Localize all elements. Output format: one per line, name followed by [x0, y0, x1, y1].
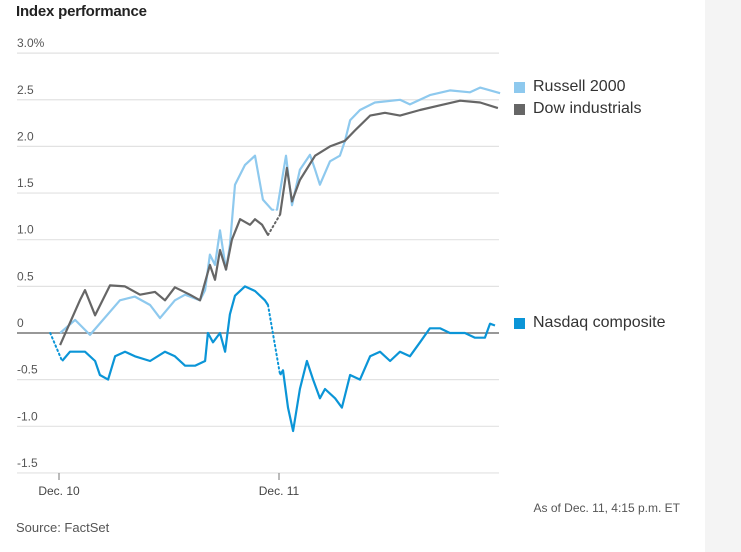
y-tick-label: 0.5 — [17, 269, 34, 283]
series-line-russell — [59, 154, 273, 336]
source-note: Source: FactSet — [16, 520, 110, 535]
y-tick-label: 0 — [17, 316, 24, 330]
series-line-dow — [59, 218, 269, 346]
x-tick-label: Dec. 10 — [38, 484, 80, 498]
y-tick-label: 1.0 — [17, 223, 34, 237]
legend-item-dow: Dow industrials — [514, 100, 641, 118]
series-line-russell — [275, 86, 501, 210]
legend-item-nasdaq: Nasdaq composite — [514, 314, 666, 332]
legend-swatch-russell — [514, 81, 525, 93]
chart-title: Index performance — [16, 3, 147, 20]
legend-swatch-nasdaq — [514, 317, 525, 329]
legend-label: Nasdaq composite — [533, 314, 666, 331]
x-tick-label: Dec. 11 — [259, 484, 300, 498]
series-connector-nasdaq — [49, 332, 64, 362]
legend-swatch-dow — [514, 103, 525, 115]
legend-label: Dow industrials — [533, 100, 642, 117]
y-tick-label: 1.5 — [17, 176, 34, 190]
series-line-nasdaq — [61, 285, 269, 381]
series-gap-dow — [267, 213, 282, 236]
series-line-dow — [279, 99, 499, 215]
series-gap-nasdaq — [267, 304, 282, 376]
y-tick-label: 2.0 — [17, 129, 34, 143]
legend-item-russell: Russell 2000 — [514, 78, 626, 96]
series-line-nasdaq — [279, 322, 496, 433]
legend-label: Russell 2000 — [533, 78, 626, 95]
y-tick-label: 3.0% — [17, 36, 45, 50]
y-tick-label: 2.5 — [17, 83, 34, 97]
y-tick-label: -0.5 — [17, 363, 38, 377]
y-tick-label: -1.5 — [17, 456, 38, 470]
side-panel — [705, 0, 741, 552]
as-of-note: As of Dec. 11, 4:15 p.m. ET — [533, 501, 680, 515]
y-tick-label: -1.0 — [17, 409, 38, 423]
